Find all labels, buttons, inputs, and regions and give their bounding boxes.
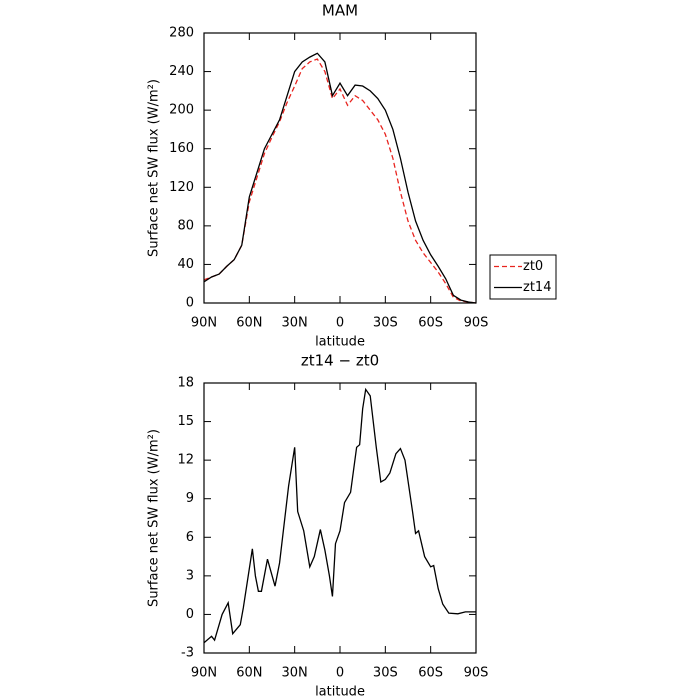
y-tick-label: 18 [177, 376, 194, 391]
legend-label: zt14 [523, 280, 551, 295]
y-tick-label: 160 [169, 141, 194, 156]
x-tick-label: 90N [191, 666, 217, 681]
y-tick-label: 240 [169, 64, 194, 79]
y-tick-label: 120 [169, 180, 194, 195]
x-axis-label: latitude [315, 335, 365, 350]
x-tick-label: 30S [373, 666, 398, 681]
y-tick-label: 12 [177, 453, 194, 468]
y-tick-label: 280 [169, 26, 194, 41]
plot-frame [203, 382, 477, 654]
y-tick-label: 80 [177, 218, 194, 233]
x-tick-label: 60N [236, 666, 262, 681]
x-tick-label: 0 [336, 666, 344, 681]
x-tick-label: 90S [464, 316, 489, 331]
plot-frame [203, 32, 477, 304]
data-line [203, 52, 477, 304]
data-line [203, 387, 476, 644]
data-line [203, 58, 477, 304]
chart-title: MAM [322, 2, 358, 20]
x-tick-label: 30N [282, 316, 308, 331]
y-tick-label: -3 [181, 646, 194, 661]
y-tick-label: 0 [186, 607, 194, 622]
y-axis-label: Surface net SW flux (W/m²) [147, 429, 162, 607]
x-tick-label: 60S [418, 316, 443, 331]
x-tick-label: 90S [464, 666, 489, 681]
y-tick-label: 6 [186, 530, 194, 545]
x-tick-label: 0 [336, 316, 344, 331]
chart-title: zt14 − zt0 [301, 352, 379, 370]
y-tick-label: 15 [177, 414, 194, 429]
legend-box [489, 254, 557, 300]
x-tick-label: 60N [236, 316, 262, 331]
y-tick-label: 0 [186, 296, 194, 311]
y-tick-label: 40 [177, 257, 194, 272]
x-tick-label: 90N [191, 316, 217, 331]
legend-label: zt0 [523, 259, 543, 274]
x-axis-label: latitude [315, 685, 365, 700]
y-axis-label: Surface net SW flux (W/m²) [147, 79, 162, 257]
y-tick-label: 200 [169, 103, 194, 118]
x-tick-label: 30N [282, 666, 308, 681]
x-tick-label: 30S [373, 316, 398, 331]
y-tick-label: 3 [186, 568, 194, 583]
y-tick-label: 9 [186, 491, 194, 506]
x-tick-label: 60S [418, 666, 443, 681]
